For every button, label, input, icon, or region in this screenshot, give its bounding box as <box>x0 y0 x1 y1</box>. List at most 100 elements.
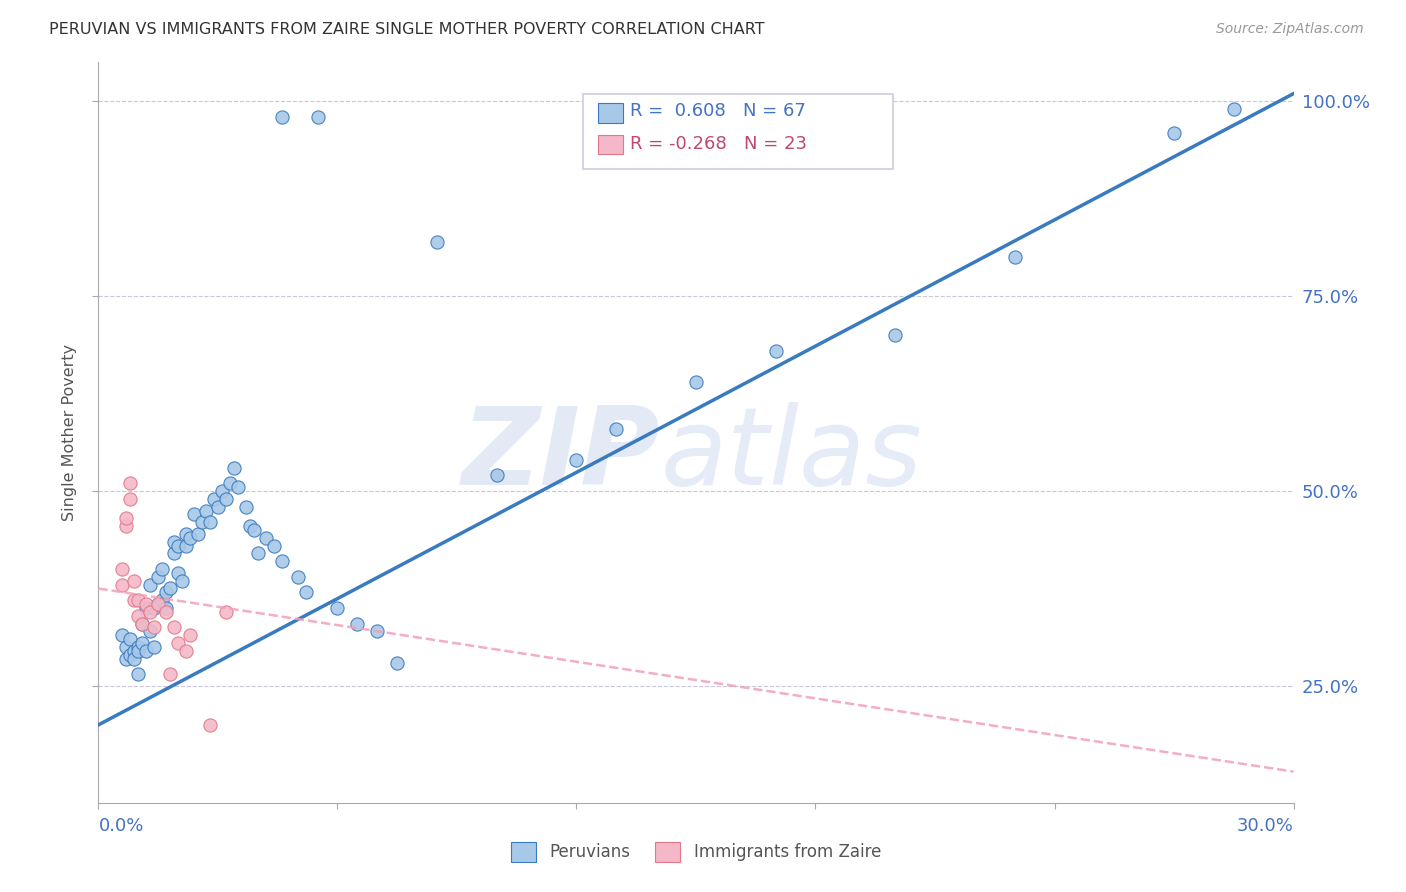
Point <box>127 640 149 654</box>
Point <box>139 577 162 591</box>
Point <box>174 539 197 553</box>
Point <box>155 605 177 619</box>
Point <box>198 515 221 529</box>
Legend: Peruvians, Immigrants from Zaire: Peruvians, Immigrants from Zaire <box>505 835 887 869</box>
Point <box>135 601 157 615</box>
Point <box>765 343 787 358</box>
Point <box>226 480 249 494</box>
Point <box>139 624 162 639</box>
Point <box>150 562 173 576</box>
Point <box>143 640 166 654</box>
Point <box>115 640 138 654</box>
Point <box>287 570 309 584</box>
Point <box>148 597 170 611</box>
Point <box>131 636 153 650</box>
Point <box>127 593 149 607</box>
Point <box>120 632 142 647</box>
Text: 30.0%: 30.0% <box>1237 817 1294 835</box>
Point <box>263 539 285 553</box>
Point <box>219 476 242 491</box>
Point <box>565 453 588 467</box>
Point <box>307 110 329 124</box>
Point <box>163 546 186 560</box>
Point <box>143 620 166 634</box>
Point <box>120 648 142 662</box>
Point <box>159 582 181 596</box>
Point <box>127 608 149 623</box>
Point <box>148 570 170 584</box>
Point <box>366 624 388 639</box>
Point <box>198 718 221 732</box>
Point <box>1004 250 1026 264</box>
Point <box>426 235 449 249</box>
Point <box>163 620 186 634</box>
Point <box>270 554 292 568</box>
Point <box>246 546 269 560</box>
Point <box>605 422 627 436</box>
Point <box>179 531 201 545</box>
Point <box>159 667 181 681</box>
Point <box>131 616 153 631</box>
Point <box>215 491 238 506</box>
Text: R =  0.608   N = 67: R = 0.608 N = 67 <box>630 103 806 120</box>
Text: 0.0%: 0.0% <box>98 817 143 835</box>
Point <box>167 539 190 553</box>
Text: R = -0.268   N = 23: R = -0.268 N = 23 <box>630 135 807 153</box>
Point <box>172 574 194 588</box>
Point <box>124 644 146 658</box>
Point <box>191 515 214 529</box>
Point <box>167 636 190 650</box>
Point <box>254 531 277 545</box>
Point <box>1163 126 1185 140</box>
Point <box>139 605 162 619</box>
Point <box>120 491 142 506</box>
Point <box>202 491 225 506</box>
Point <box>163 534 186 549</box>
Point <box>150 593 173 607</box>
Point <box>124 574 146 588</box>
Point <box>385 656 409 670</box>
Point <box>222 460 245 475</box>
Point <box>239 519 262 533</box>
Point <box>211 484 233 499</box>
Point <box>207 500 229 514</box>
Point <box>131 616 153 631</box>
Point <box>485 468 508 483</box>
Point <box>111 562 134 576</box>
Point <box>148 597 170 611</box>
Point <box>243 523 266 537</box>
Point <box>1223 102 1246 116</box>
Point <box>195 503 218 517</box>
Point <box>155 585 177 599</box>
Text: ZIP: ZIP <box>461 401 661 508</box>
Point <box>120 476 142 491</box>
Point <box>346 616 368 631</box>
Point <box>155 601 177 615</box>
Point <box>215 605 238 619</box>
Point <box>143 601 166 615</box>
Point <box>326 601 349 615</box>
Point <box>135 597 157 611</box>
Point <box>127 644 149 658</box>
Text: PERUVIAN VS IMMIGRANTS FROM ZAIRE SINGLE MOTHER POVERTY CORRELATION CHART: PERUVIAN VS IMMIGRANTS FROM ZAIRE SINGLE… <box>49 22 765 37</box>
Point <box>115 511 138 525</box>
Point <box>183 508 205 522</box>
Point <box>115 651 138 665</box>
Point <box>294 585 316 599</box>
Point <box>167 566 190 580</box>
Point <box>111 628 134 642</box>
Text: Source: ZipAtlas.com: Source: ZipAtlas.com <box>1216 22 1364 37</box>
Point <box>187 527 209 541</box>
Text: atlas: atlas <box>661 402 922 508</box>
Y-axis label: Single Mother Poverty: Single Mother Poverty <box>62 344 77 521</box>
Point <box>115 519 138 533</box>
Point <box>270 110 292 124</box>
Point <box>124 651 146 665</box>
Point <box>884 328 907 343</box>
Point <box>124 593 146 607</box>
Point <box>179 628 201 642</box>
Point <box>127 667 149 681</box>
Point <box>174 527 197 541</box>
Point <box>685 375 707 389</box>
Point <box>235 500 257 514</box>
